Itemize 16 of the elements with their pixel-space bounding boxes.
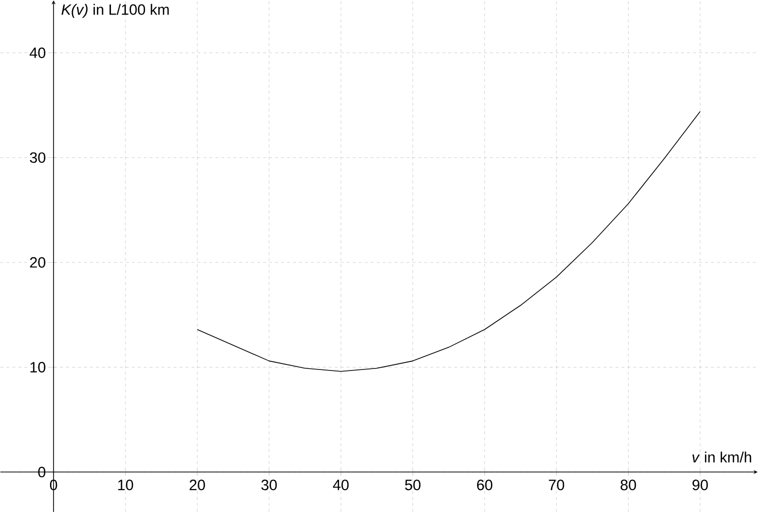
y-tick-label: 30	[30, 152, 46, 163]
y-axis-title: K(v) in L/100 km	[62, 4, 169, 18]
x-tick-label: 80	[620, 480, 636, 490]
x-tick-label: 40	[332, 480, 349, 490]
x-tick-label: 30	[261, 480, 277, 490]
x-tick-label: 50	[405, 480, 420, 490]
x-tick-label: 10	[118, 480, 134, 490]
y-tick-label: 40	[30, 47, 46, 58]
x-tick-label: 70	[548, 480, 564, 490]
y-tick-label: 10	[30, 362, 46, 372]
x-tick-label: 20	[190, 480, 205, 490]
x-tick-label: 90	[692, 480, 708, 490]
y-tick-label: 20	[30, 257, 46, 268]
x-axis-title: v in km/h	[692, 451, 752, 462]
x-tick-label: 60	[477, 480, 492, 490]
line-series	[196, 110, 701, 372]
